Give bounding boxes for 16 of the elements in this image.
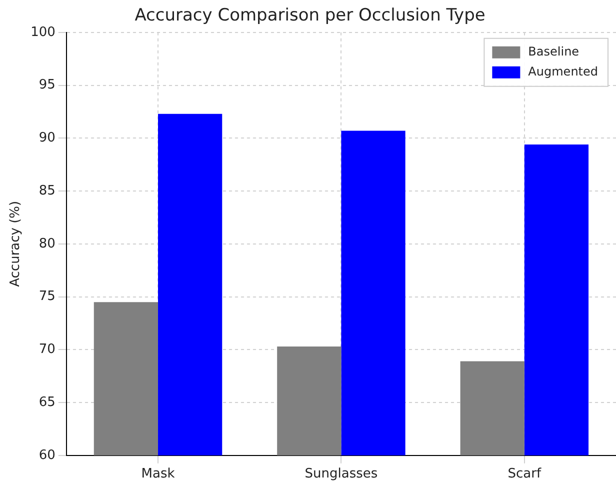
legend-label: Baseline (528, 44, 580, 59)
x-tick-label: Scarf (508, 466, 542, 482)
x-tick-label: Mask (141, 466, 176, 482)
y-tick-label: 100 (30, 24, 56, 40)
y-tick-label: 90 (38, 130, 56, 146)
x-tick-label: Sunglasses (304, 466, 378, 482)
y-tick-label: 80 (38, 236, 56, 252)
y-tick-label: 85 (38, 183, 56, 198)
y-tick-label: 70 (38, 342, 56, 358)
y-axis-title: Accuracy (%) (8, 200, 24, 287)
y-tick-label: 75 (38, 289, 56, 304)
chart-title: Accuracy Comparison per Occlusion Type (134, 6, 486, 26)
y-tick-label: 65 (38, 394, 56, 410)
y-tick-label: 95 (38, 78, 56, 93)
legend-label: Augmented (528, 64, 598, 79)
y-tick-label: 60 (38, 448, 56, 463)
